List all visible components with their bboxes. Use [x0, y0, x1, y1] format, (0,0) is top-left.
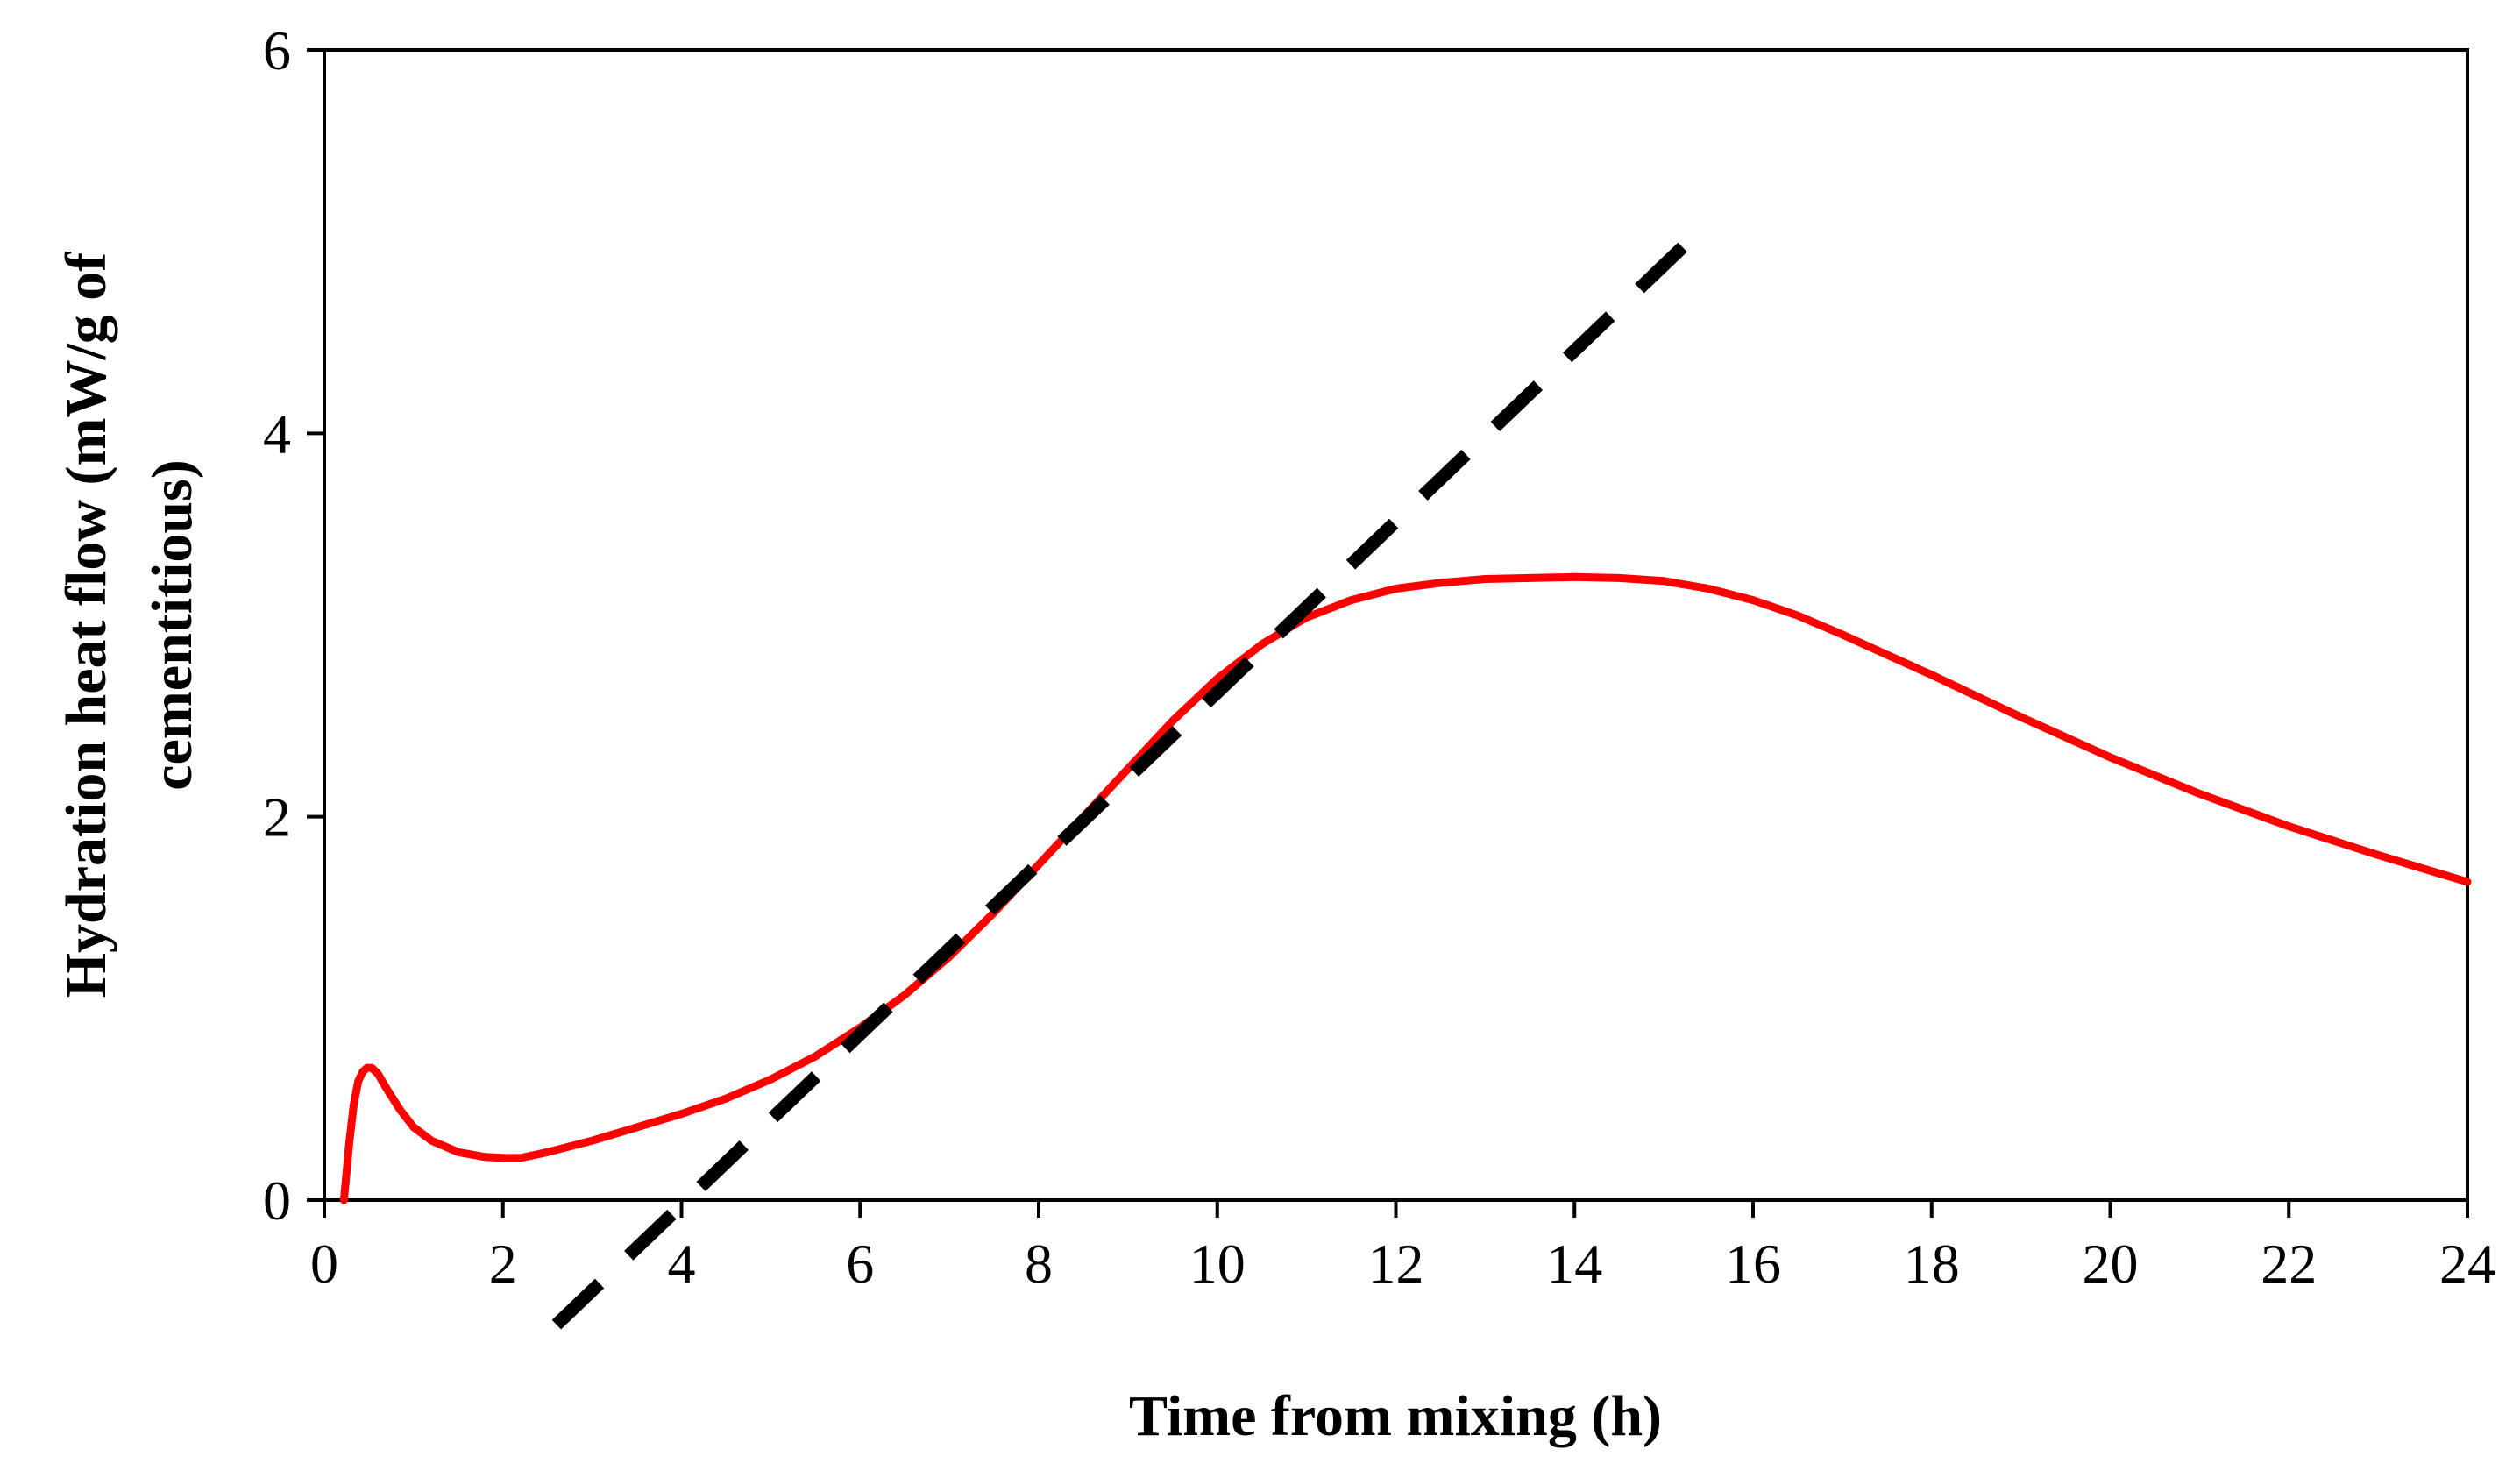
- y-axis-title-line-1: Hydration heat flow (mW/g of: [54, 252, 118, 998]
- linear-fit-dashed-line: [551, 217, 1714, 1330]
- x-axis-title: Time from mixing (h): [1129, 1384, 1662, 1448]
- y-axis-title-line-2: cementitious): [140, 459, 204, 791]
- x-tick-label: 22: [2261, 1233, 2317, 1295]
- x-tick-label: 10: [1189, 1233, 1246, 1295]
- x-tick-label: 4: [668, 1233, 696, 1295]
- y-axis-ticks: 0 2 4 6: [263, 19, 324, 1232]
- x-tick-label: 2: [489, 1233, 517, 1295]
- x-tick-label: 16: [1725, 1233, 1781, 1295]
- x-tick-label: 14: [1546, 1233, 1602, 1295]
- x-tick-label: 6: [846, 1233, 874, 1295]
- x-axis-ticks: 0 2 4 6 8 10 12 14 16 18 20 22 24: [310, 1200, 2495, 1295]
- series-layer: [339, 217, 2472, 1330]
- x-tick-label: 20: [2083, 1233, 2139, 1295]
- y-tick-label: 4: [263, 402, 291, 465]
- y-axis-title: Hydration heat flow (mW/g of cementitiou…: [54, 252, 204, 998]
- x-tick-label: 0: [310, 1233, 338, 1295]
- x-tick-label: 18: [1904, 1233, 1960, 1295]
- y-tick-label: 0: [263, 1169, 291, 1232]
- x-tick-label: 12: [1368, 1233, 1424, 1295]
- x-tick-label: 24: [2439, 1233, 2495, 1295]
- y-tick-label: 6: [263, 19, 291, 82]
- y-tick-label: 2: [263, 786, 291, 849]
- x-tick-label: 8: [1025, 1233, 1053, 1295]
